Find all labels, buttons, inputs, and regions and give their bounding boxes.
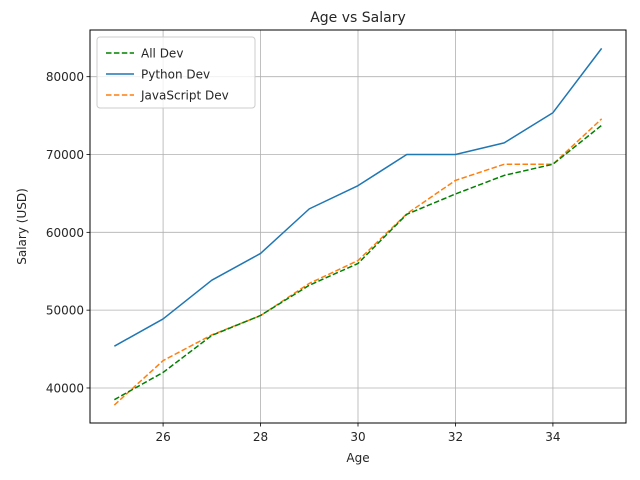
x-tick-label: 34 [545,430,560,444]
series-layer [113,47,603,406]
x-tick-label: 32 [448,430,463,444]
y-tick-label: 50000 [46,304,84,318]
x-tick-label: 26 [155,430,170,444]
legend-label-all-dev: All Dev [141,47,183,61]
y-axis-label: Salary (USD) [15,188,29,265]
legend-box [96,36,256,109]
legend-label-python-dev: Python Dev [141,68,210,82]
grid [90,30,626,423]
legend-label-javascript-dev: JavaScript Dev [140,89,229,103]
chart-title: Age vs Salary [310,10,406,26]
series-line-javascript-dev [113,118,603,406]
series-line-python-dev [113,47,603,347]
y-tick-label: 80000 [46,70,84,84]
x-axis-label: Age [346,451,369,465]
y-tick-label: 70000 [46,148,84,162]
x-tick-label: 30 [350,430,365,444]
series-line-all-dev [113,124,603,401]
y-tick-label: 60000 [46,226,84,240]
x-tick-label: 28 [253,430,268,444]
legend: All Dev Python Dev JavaScript Dev [96,36,256,109]
y-tick-label: 40000 [46,381,84,395]
ticks: 26 28 30 32 34 40000 50000 60000 70000 80000 [46,70,561,444]
